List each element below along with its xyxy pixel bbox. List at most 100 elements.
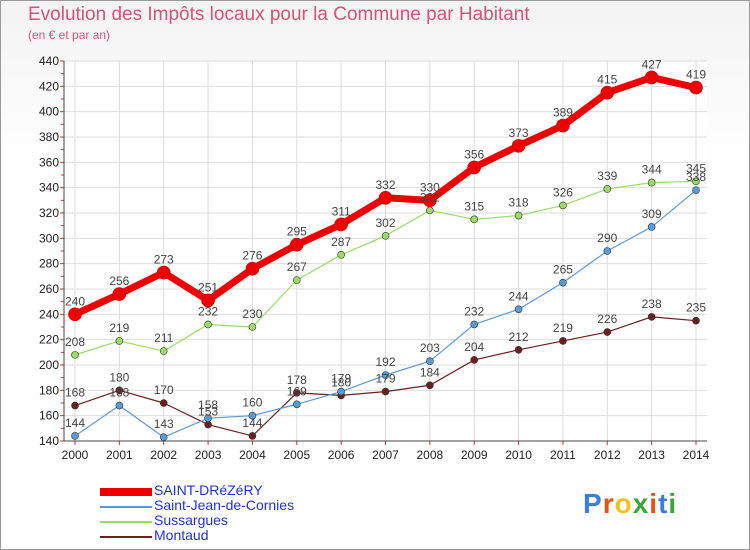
data-point bbox=[381, 371, 390, 379]
logo-letter: i bbox=[668, 488, 678, 519]
data-point bbox=[603, 247, 612, 255]
data-point bbox=[71, 432, 79, 440]
data-label: 170 bbox=[154, 383, 174, 397]
legend-swatch bbox=[100, 536, 152, 538]
data-label: 168 bbox=[65, 386, 85, 400]
data-point bbox=[603, 328, 612, 336]
data-point bbox=[381, 232, 390, 240]
data-label: 153 bbox=[198, 405, 218, 419]
data-label: 311 bbox=[332, 204, 351, 218]
data-label: 160 bbox=[242, 396, 262, 410]
data-point bbox=[556, 118, 570, 133]
y-tick-label: 200 bbox=[39, 358, 59, 372]
data-label: 322 bbox=[420, 190, 440, 204]
series-3 bbox=[71, 313, 700, 440]
legend-swatch bbox=[100, 506, 152, 508]
data-label: 251 bbox=[198, 280, 218, 294]
data-label: 338 bbox=[686, 170, 706, 184]
data-point bbox=[292, 389, 301, 397]
data-point bbox=[692, 177, 700, 186]
data-label: 373 bbox=[509, 126, 529, 140]
y-tick-label: 360 bbox=[39, 155, 59, 169]
data-point bbox=[559, 337, 567, 345]
data-label: 267 bbox=[287, 260, 307, 274]
x-tick-label: 2002 bbox=[150, 448, 177, 462]
data-point bbox=[334, 217, 348, 232]
y-tick-label: 300 bbox=[39, 231, 59, 245]
series-0 bbox=[68, 70, 703, 322]
data-point bbox=[156, 265, 171, 280]
y-tick-label: 240 bbox=[39, 307, 59, 321]
data-point bbox=[470, 215, 479, 224]
data-label: 240 bbox=[65, 294, 85, 308]
data-point bbox=[159, 433, 168, 442]
data-label: 244 bbox=[509, 289, 529, 303]
data-label: 144 bbox=[242, 416, 262, 430]
data-label: 295 bbox=[287, 225, 307, 239]
data-label: 169 bbox=[287, 384, 307, 398]
data-label: 204 bbox=[464, 340, 484, 354]
data-point bbox=[204, 320, 212, 329]
data-point bbox=[514, 211, 523, 220]
data-label: 318 bbox=[509, 196, 529, 210]
data-point bbox=[292, 400, 301, 409]
data-label: 178 bbox=[287, 373, 307, 387]
data-point bbox=[248, 411, 257, 420]
logo-letter: P bbox=[583, 488, 603, 519]
data-label: 232 bbox=[464, 304, 484, 318]
data-label: 309 bbox=[642, 207, 662, 221]
data-label: 238 bbox=[642, 297, 662, 311]
chart-subtitle: (en € et par an) bbox=[28, 28, 111, 42]
data-point bbox=[559, 201, 567, 210]
data-label: 315 bbox=[464, 199, 484, 213]
data-label: 302 bbox=[375, 216, 395, 230]
x-tick-label: 2011 bbox=[550, 448, 576, 462]
x-tick-label: 2010 bbox=[505, 448, 532, 462]
x-tick-label: 2005 bbox=[283, 448, 310, 462]
data-label: 179 bbox=[375, 372, 395, 386]
y-tick-label: 400 bbox=[39, 105, 59, 119]
data-point bbox=[644, 70, 659, 85]
data-label: 389 bbox=[553, 106, 573, 120]
y-tick-label: 160 bbox=[39, 409, 59, 423]
data-point bbox=[514, 345, 523, 354]
data-label: 208 bbox=[65, 335, 85, 349]
data-point bbox=[337, 387, 345, 396]
x-tick-label: 2006 bbox=[328, 448, 355, 462]
data-point bbox=[423, 193, 437, 208]
legend-swatch bbox=[100, 521, 152, 523]
data-label: 332 bbox=[375, 178, 395, 192]
legend-swatch bbox=[100, 488, 152, 496]
data-label: 273 bbox=[154, 253, 174, 267]
series-1 bbox=[71, 186, 700, 442]
series-lines bbox=[68, 70, 703, 442]
data-label: 232 bbox=[198, 304, 218, 318]
logo-letter: x bbox=[632, 488, 650, 519]
y-tick-label: 220 bbox=[39, 333, 59, 347]
data-label: 226 bbox=[597, 312, 617, 326]
y-tick-label: 140 bbox=[39, 434, 59, 448]
x-tick-label: 2003 bbox=[195, 448, 222, 462]
data-point bbox=[426, 206, 434, 215]
data-point bbox=[470, 356, 479, 364]
data-label: 356 bbox=[464, 147, 484, 161]
data-label: 326 bbox=[553, 185, 573, 199]
data-label: 276 bbox=[242, 249, 262, 263]
data-label: 144 bbox=[65, 416, 85, 430]
series-2 bbox=[71, 177, 700, 359]
data-point bbox=[689, 80, 703, 95]
logo-letter: i bbox=[649, 488, 659, 519]
logo-letter: t bbox=[658, 488, 669, 519]
data-label: 287 bbox=[331, 235, 351, 249]
data-label: 339 bbox=[597, 169, 617, 183]
y-tick-label: 340 bbox=[39, 181, 59, 195]
data-label: 219 bbox=[109, 321, 129, 335]
data-label: 235 bbox=[686, 301, 706, 315]
data-point bbox=[514, 305, 523, 314]
data-label: 290 bbox=[597, 231, 617, 245]
x-tick-label: 2008 bbox=[417, 448, 444, 462]
logo-letter: o bbox=[614, 488, 633, 519]
x-tick-label: 2000 bbox=[62, 448, 89, 462]
axes: 140 160 180 200 220 240 260 280 300 320 340 360 380 4… bbox=[39, 54, 710, 462]
